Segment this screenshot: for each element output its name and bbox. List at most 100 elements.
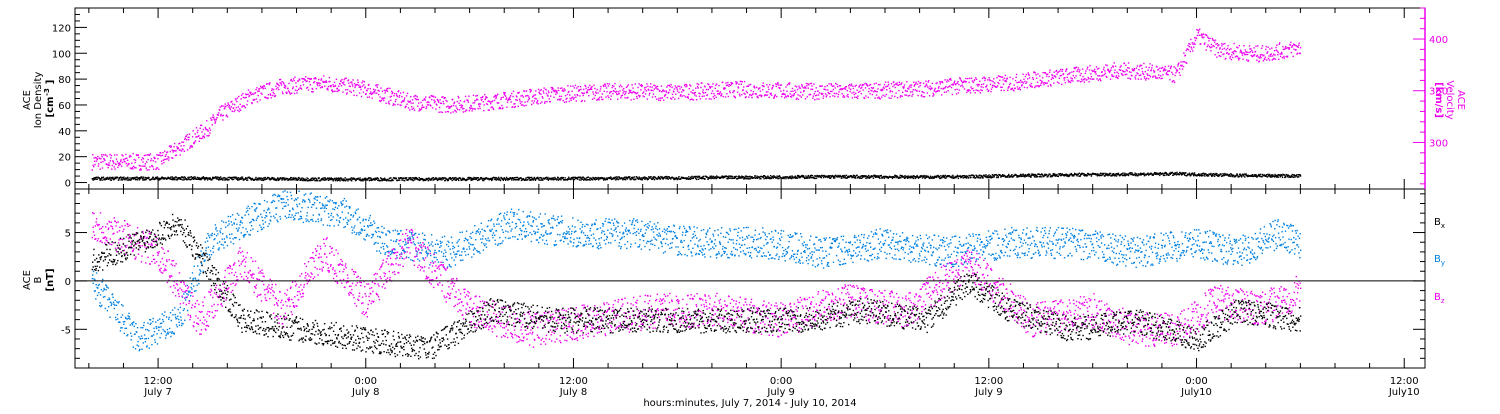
- density-series-point: [129, 177, 131, 179]
- density-series-point: [154, 178, 156, 180]
- density-series-point: [772, 177, 775, 179]
- velocity-series-point: [1137, 78, 1140, 80]
- density-series-point: [277, 177, 279, 179]
- velocity-series-point: [397, 103, 399, 106]
- velocity-series-point: [189, 147, 191, 149]
- velocity-series-point: [1216, 43, 1219, 45]
- velocity-series-point: [425, 96, 427, 98]
- density-series-point: [598, 177, 600, 179]
- velocity-series-point: [1279, 55, 1282, 58]
- density-series-point: [537, 177, 540, 179]
- velocity-series-point: [335, 78, 338, 80]
- density-series-point: [346, 178, 349, 181]
- velocity-series-point: [1294, 44, 1296, 47]
- velocity-series-point: [103, 158, 106, 161]
- density-series-point: [531, 178, 534, 180]
- density-series-point: [323, 178, 325, 181]
- density-series-point: [306, 180, 309, 182]
- velocity-series-point: [1002, 83, 1005, 85]
- velocity-series-point: [776, 95, 778, 98]
- velocity-series-point: [491, 100, 494, 102]
- density-series-point: [951, 177, 954, 179]
- velocity-series-point: [786, 84, 789, 86]
- density-series-point: [261, 177, 264, 180]
- velocity-series-point: [458, 109, 461, 111]
- velocity-series-point: [903, 84, 906, 86]
- density-series-point: [105, 177, 107, 179]
- velocity-series-point: [688, 93, 690, 96]
- density-series-point: [646, 177, 648, 179]
- density-series-point: [930, 177, 933, 179]
- velocity-series-point: [1230, 48, 1232, 50]
- density-series-point: [493, 176, 496, 179]
- velocity-series-point: [1121, 73, 1123, 76]
- velocity-series-point: [1273, 53, 1275, 55]
- velocity-series-point: [925, 80, 927, 82]
- density-series-point: [788, 177, 790, 179]
- density-series-point: [842, 175, 844, 178]
- density-series-point: [915, 176, 918, 178]
- velocity-series-point: [1117, 77, 1119, 80]
- velocity-series-point: [1213, 39, 1215, 41]
- velocity-series-point: [910, 86, 912, 88]
- velocity-series-point: [663, 90, 665, 92]
- velocity-series-point: [771, 87, 774, 89]
- velocity-series-point: [790, 96, 793, 98]
- velocity-series-point: [884, 95, 886, 97]
- velocity-series-point: [922, 96, 924, 98]
- velocity-series-point: [234, 109, 236, 111]
- velocity-series-point: [723, 88, 725, 90]
- density-series-point: [517, 179, 519, 181]
- velocity-series-point: [447, 105, 449, 107]
- velocity-series-point: [165, 158, 167, 161]
- density-series-point: [1064, 173, 1066, 176]
- density-series-point: [698, 175, 701, 178]
- velocity-series-point: [773, 97, 775, 99]
- velocity-series-point: [196, 136, 198, 138]
- velocity-series-point: [808, 84, 810, 86]
- density-series-point: [624, 176, 626, 178]
- density-series-point: [673, 178, 675, 181]
- density-series-point: [967, 175, 969, 178]
- velocity-series-point: [988, 89, 990, 92]
- velocity-series-point: [166, 151, 168, 154]
- velocity-series-point: [1071, 71, 1073, 73]
- velocity-series-point: [695, 87, 697, 89]
- velocity-series-point: [604, 83, 606, 85]
- density-series-point: [895, 176, 897, 179]
- velocity-series-point: [878, 96, 880, 98]
- velocity-series-point: [327, 89, 329, 91]
- velocity-series-point: [317, 84, 319, 87]
- velocity-series-point: [411, 108, 413, 110]
- velocity-series-point: [277, 83, 279, 86]
- velocity-series-point: [381, 90, 384, 93]
- velocity-series-point: [516, 99, 518, 101]
- velocity-series-point: [346, 89, 349, 91]
- density-series-point: [432, 179, 434, 181]
- density-series-point: [148, 177, 150, 179]
- velocity-series-point: [646, 83, 648, 85]
- density-series-point: [380, 177, 383, 180]
- density-series-point: [819, 175, 821, 177]
- velocity-series-point: [265, 97, 267, 99]
- density-series-point: [239, 178, 241, 180]
- density-series-point: [590, 177, 592, 179]
- velocity-series-point: [785, 96, 788, 98]
- velocity-series-point: [886, 89, 888, 91]
- velocity-series-point: [581, 99, 583, 102]
- density-series-point: [179, 177, 181, 179]
- velocity-series-point: [838, 91, 840, 93]
- velocity-series-point: [1281, 53, 1283, 55]
- velocity-series-point: [562, 100, 564, 102]
- density-series-point: [299, 177, 301, 180]
- density-series-point: [972, 174, 974, 176]
- velocity-series-point: [1101, 71, 1103, 73]
- density-series-point: [511, 177, 514, 179]
- velocity-series-point: [745, 90, 748, 93]
- velocity-series-point: [292, 78, 295, 80]
- velocity-series-point: [225, 105, 227, 108]
- density-series-point: [122, 176, 124, 179]
- velocity-series-point: [700, 86, 702, 89]
- density-series-point: [1080, 173, 1082, 175]
- density-series-point: [1019, 175, 1021, 177]
